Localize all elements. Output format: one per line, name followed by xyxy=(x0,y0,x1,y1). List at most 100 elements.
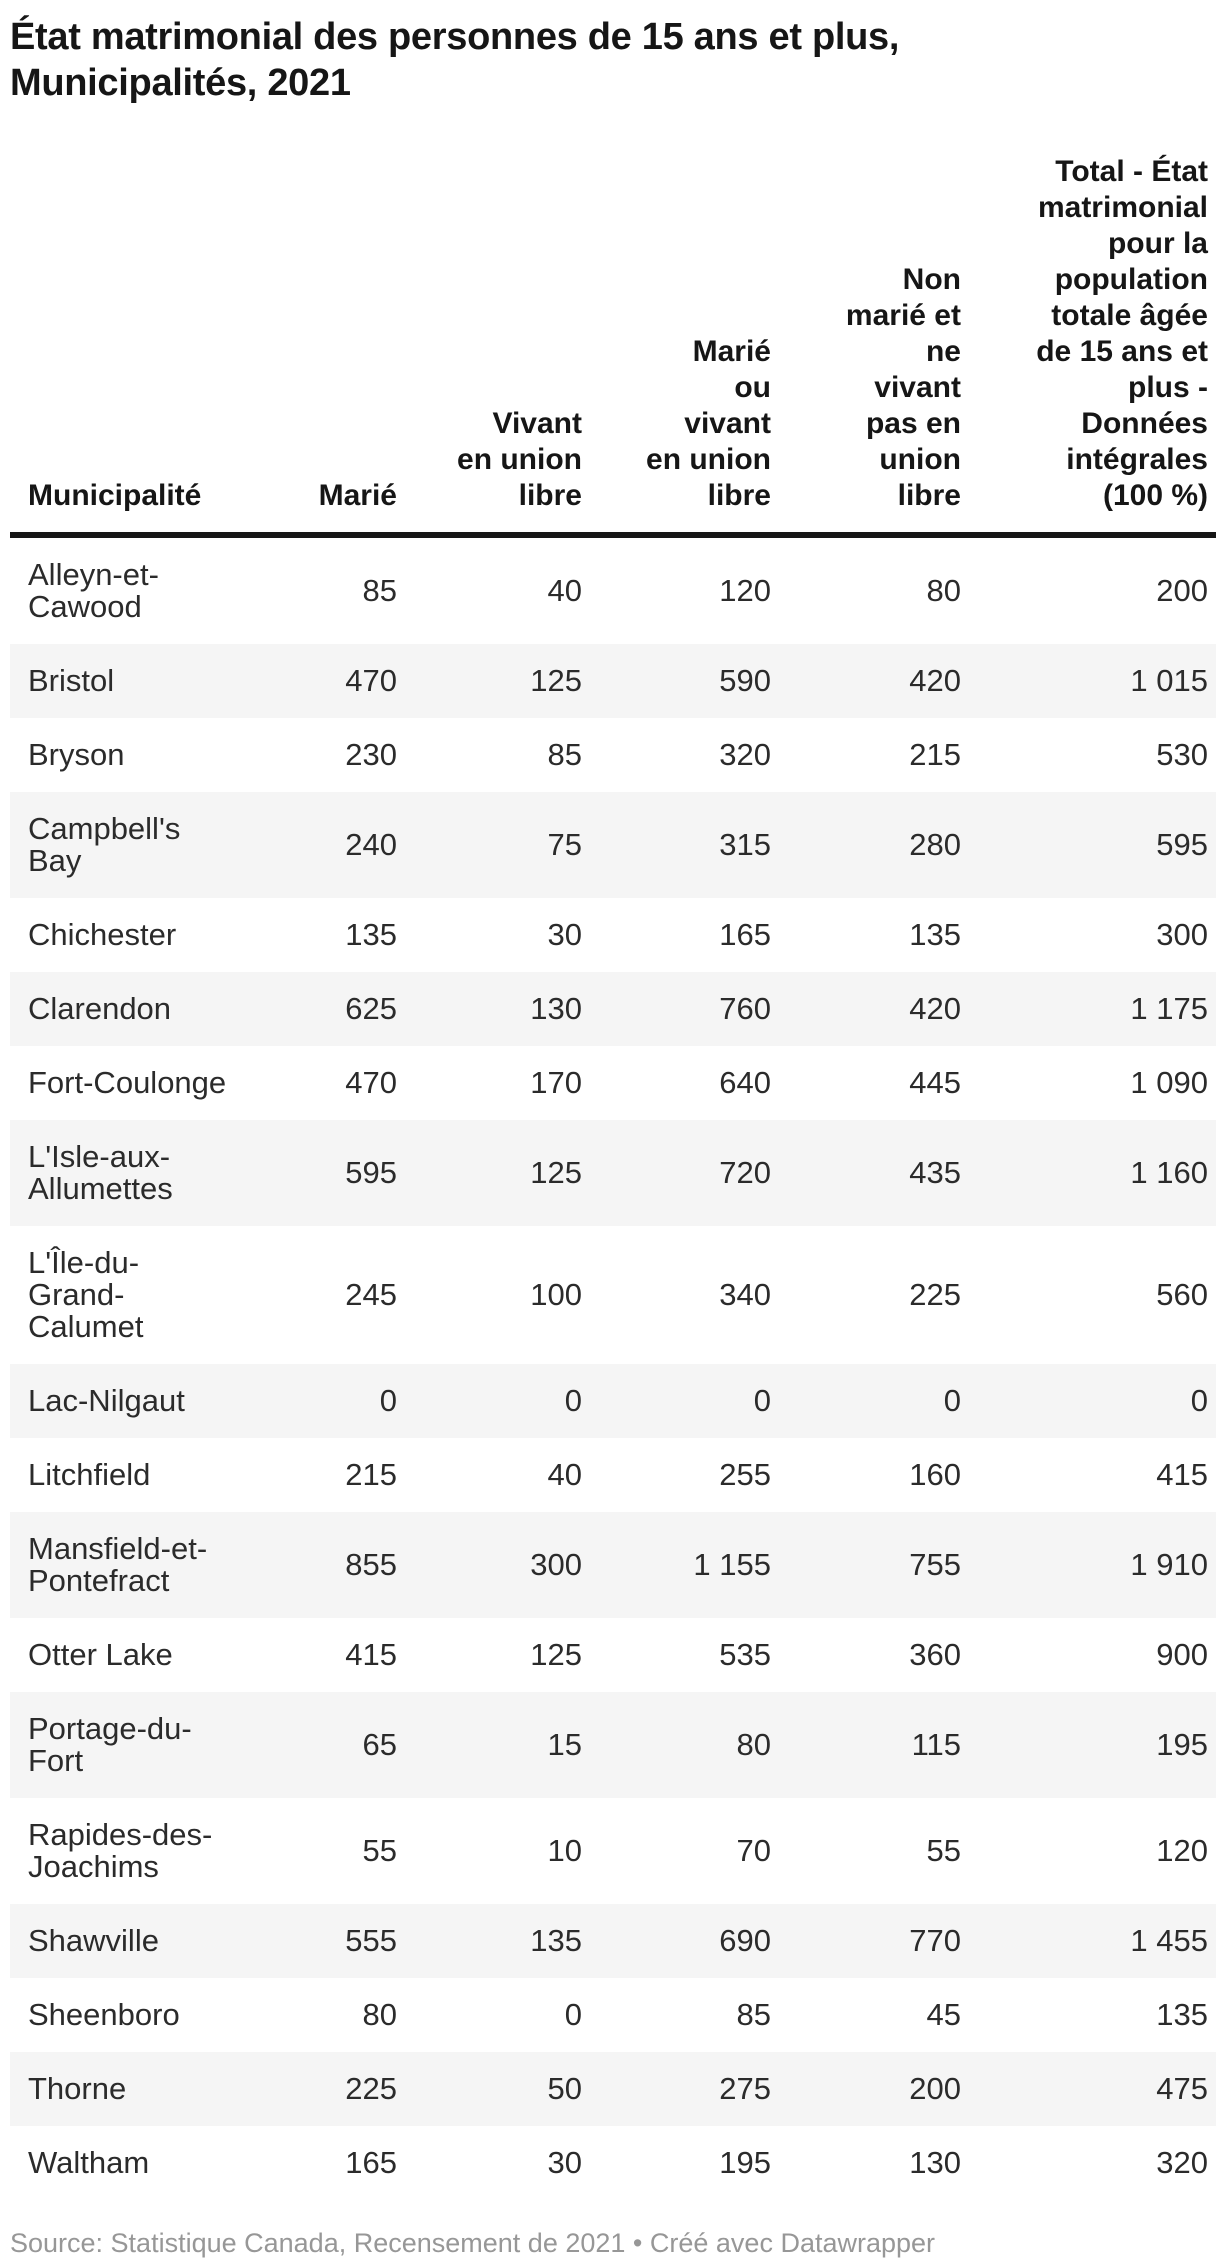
municipality-cell: Otter Lake xyxy=(28,1637,173,1672)
table-row: Alleyn-et- Cawood 85 40 120 80 200 xyxy=(10,535,1216,644)
municipality-cell: Lac-Nilgaut xyxy=(28,1383,185,1418)
value-cell: 10 xyxy=(547,1833,582,1868)
value-cell: 300 xyxy=(1156,917,1208,952)
value-cell: 475 xyxy=(1156,2071,1208,2106)
value-cell: 215 xyxy=(345,1457,397,1492)
value-cell: 1 175 xyxy=(1130,991,1208,1026)
municipality-cell: Waltham xyxy=(28,2145,150,2180)
value-cell: 275 xyxy=(719,2071,771,2106)
value-cell: 245 xyxy=(345,1277,397,1312)
table-row: Bryson 230 85 320 215 530 xyxy=(10,718,1216,792)
datawrapper-credit-link[interactable]: Créé avec Datawrapper xyxy=(649,2228,936,2258)
municipality-cell: Sheenboro xyxy=(28,1997,180,2032)
value-cell: 0 xyxy=(564,1383,582,1418)
value-cell: 215 xyxy=(909,737,961,772)
municipality-cell: Rapides-des- Joachims xyxy=(28,1817,213,1884)
column-header-marie: Marié xyxy=(318,479,397,512)
value-cell: 160 xyxy=(909,1457,961,1492)
value-cell: 1 015 xyxy=(1130,663,1208,698)
table-row: Rapides-des- Joachims 55 10 70 55 120 xyxy=(10,1798,1216,1904)
header-row: Municipalité Marié Vivant en union libre… xyxy=(10,154,1216,535)
value-cell: 125 xyxy=(530,1637,582,1672)
value-cell: 435 xyxy=(909,1155,961,1190)
value-cell: 80 xyxy=(926,573,961,608)
value-cell: 1 910 xyxy=(1130,1547,1208,1582)
value-cell: 230 xyxy=(345,737,397,772)
page-title: État matrimonial des personnes de 15 ans… xyxy=(10,16,900,104)
value-cell: 415 xyxy=(1156,1457,1208,1492)
value-cell: 120 xyxy=(719,573,771,608)
value-cell: 195 xyxy=(1156,1727,1208,1762)
value-cell: 30 xyxy=(547,917,582,952)
municipality-cell: Chichester xyxy=(28,917,177,952)
table-body: Alleyn-et- Cawood 85 40 120 80 200 Bristol 470 1… xyxy=(10,535,1216,2200)
value-cell: 65 xyxy=(362,1727,397,1762)
value-cell: 315 xyxy=(719,827,771,862)
table-row: Litchfield 215 40 255 160 415 xyxy=(10,1438,1216,1512)
municipality-cell: Litchfield xyxy=(28,1457,151,1492)
column-header-total: Total - État matrimonial pour la populat… xyxy=(1036,155,1208,512)
value-cell: 1 160 xyxy=(1130,1155,1208,1190)
value-cell: 225 xyxy=(909,1277,961,1312)
value-cell: 135 xyxy=(1156,1997,1208,2032)
value-cell: 720 xyxy=(719,1155,771,1190)
column-header-municipalite: Municipalité xyxy=(28,479,202,512)
value-cell: 560 xyxy=(1156,1277,1208,1312)
value-cell: 0 xyxy=(379,1383,397,1418)
table-row: Sheenboro 80 0 85 45 135 xyxy=(10,1978,1216,2052)
value-cell: 420 xyxy=(909,991,961,1026)
value-cell: 1 090 xyxy=(1130,1065,1208,1100)
value-cell: 595 xyxy=(345,1155,397,1190)
value-cell: 55 xyxy=(362,1833,397,1868)
table-row: Chichester 135 30 165 135 300 xyxy=(10,898,1216,972)
value-cell: 85 xyxy=(547,737,582,772)
municipality-cell: Fort-Coulonge xyxy=(28,1065,227,1100)
value-cell: 470 xyxy=(345,1065,397,1100)
table-row: Otter Lake 415 125 535 360 900 xyxy=(10,1618,1216,1692)
table-row: Lac-Nilgaut 0 0 0 0 0 xyxy=(10,1364,1216,1438)
value-cell: 0 xyxy=(1190,1383,1208,1418)
value-cell: 340 xyxy=(719,1277,771,1312)
municipality-cell: L'Isle-aux- Allumettes xyxy=(28,1139,173,1206)
municipality-cell: Bryson xyxy=(28,737,125,772)
value-cell: 200 xyxy=(909,2071,961,2106)
municipality-cell: L'Île-du-Grand- Calumet xyxy=(28,1245,144,1344)
value-cell: 640 xyxy=(719,1065,771,1100)
value-cell: 195 xyxy=(719,2145,771,2180)
value-cell: 165 xyxy=(719,917,771,952)
table-header: Municipalité Marié Vivant en union libre… xyxy=(10,154,1216,535)
value-cell: 530 xyxy=(1156,737,1208,772)
value-cell: 130 xyxy=(530,991,582,1026)
value-cell: 55 xyxy=(926,1833,961,1868)
footer-bullet: • xyxy=(632,2228,643,2258)
table-row: L'Île-du-Grand- Calumet 245 100 340 225 560 xyxy=(10,1226,1216,1364)
column-header-union-libre: Vivant en union libre xyxy=(457,407,582,512)
value-cell: 135 xyxy=(345,917,397,952)
table-row: Campbell's Bay 240 75 315 280 595 xyxy=(10,792,1216,898)
source-note: Source: Statistique Canada, Recensement … xyxy=(10,2228,626,2258)
value-cell: 125 xyxy=(530,1155,582,1190)
value-cell: 690 xyxy=(719,1923,771,1958)
value-cell: 45 xyxy=(926,1997,961,2032)
column-header-marie-ou-union-libre: Marié ou vivant en union libre xyxy=(646,335,771,512)
municipality-cell: Alleyn-et- Cawood xyxy=(28,557,159,624)
value-cell: 255 xyxy=(719,1457,771,1492)
value-cell: 1 455 xyxy=(1130,1923,1208,1958)
value-cell: 415 xyxy=(345,1637,397,1672)
value-cell: 280 xyxy=(909,827,961,862)
municipality-cell: Thorne xyxy=(28,2071,127,2106)
value-cell: 125 xyxy=(530,663,582,698)
value-cell: 1 155 xyxy=(693,1547,771,1582)
value-cell: 120 xyxy=(1156,1833,1208,1868)
value-cell: 755 xyxy=(909,1547,961,1582)
value-cell: 50 xyxy=(547,2071,582,2106)
table-row: Fort-Coulonge 470 170 640 445 1 090 xyxy=(10,1046,1216,1120)
table-row: Portage-du- Fort 65 15 80 115 195 xyxy=(10,1692,1216,1798)
table-row: Bristol 470 125 590 420 1 015 xyxy=(10,644,1216,718)
table-row: Waltham 165 30 195 130 320 xyxy=(10,2126,1216,2200)
value-cell: 85 xyxy=(736,1997,771,2032)
value-cell: 300 xyxy=(530,1547,582,1582)
table-row: Mansfield-et- Pontefract 855 300 1 155 755 1 … xyxy=(10,1512,1216,1618)
municipality-cell: Shawville xyxy=(28,1923,159,1958)
